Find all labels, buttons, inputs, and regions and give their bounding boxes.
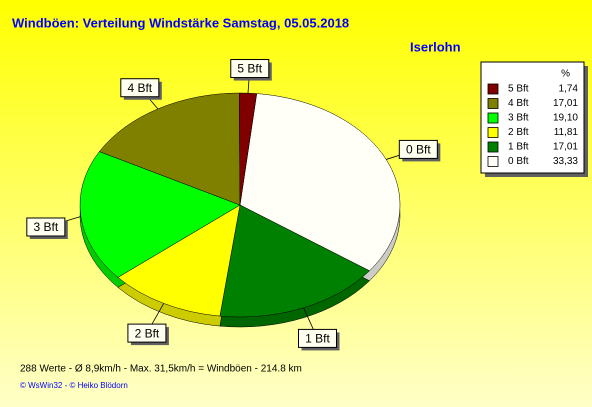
legend-value: 17,01 [553, 98, 578, 109]
slice-label: 2 Bft [135, 326, 160, 340]
chart-title: Windböen: Verteilung Windstärke Samstag,… [12, 15, 349, 30]
slice-label: 1 Bft [305, 332, 330, 346]
footer: 288 Werte - Ø 8,9km/h - Max. 31,5km/h = … [20, 364, 302, 375]
credits: © WsWin32 - © Heiko Blödorn [20, 381, 128, 390]
pie-slice [98, 92, 241, 206]
label-box [298, 328, 338, 348]
legend-title: % [561, 69, 570, 80]
legend-swatch [487, 83, 499, 95]
chart-subtitle: Iserlohn [410, 39, 461, 54]
slice-label: 0 Bft [406, 143, 431, 157]
legend-swatch [487, 156, 499, 167]
label-box [398, 139, 438, 159]
legend-label: 5 Bft [508, 84, 529, 95]
label-box [120, 78, 160, 98]
label-box [127, 323, 167, 343]
legend-value: 11,81 [554, 127, 579, 138]
legend-swatch [487, 127, 499, 138]
legend-swatch [487, 112, 499, 124]
slice-label: 3 Bft [33, 220, 58, 234]
legend-value: 19,10 [553, 113, 578, 124]
legend-label: 0 Bft [508, 156, 529, 167]
legend-label: 3 Bft [508, 113, 529, 124]
legend-value: 1,74 [559, 84, 579, 95]
slice-label: 4 Bft [127, 81, 152, 95]
legend-label: 2 Bft [508, 127, 529, 138]
legend-label: 1 Bft [508, 142, 529, 153]
slice-label: 5 Bft [237, 62, 262, 76]
legend-value: 33,33 [553, 156, 578, 167]
legend-label: 4 Bft [508, 98, 529, 109]
pie-slice [219, 204, 370, 318]
pie-slice [239, 93, 401, 272]
legend-swatch [487, 98, 499, 109]
pie-slice [79, 151, 241, 278]
legend-swatch [487, 141, 499, 153]
label-box [26, 217, 66, 237]
legend-value: 17,01 [553, 142, 578, 153]
label-box [230, 59, 270, 79]
